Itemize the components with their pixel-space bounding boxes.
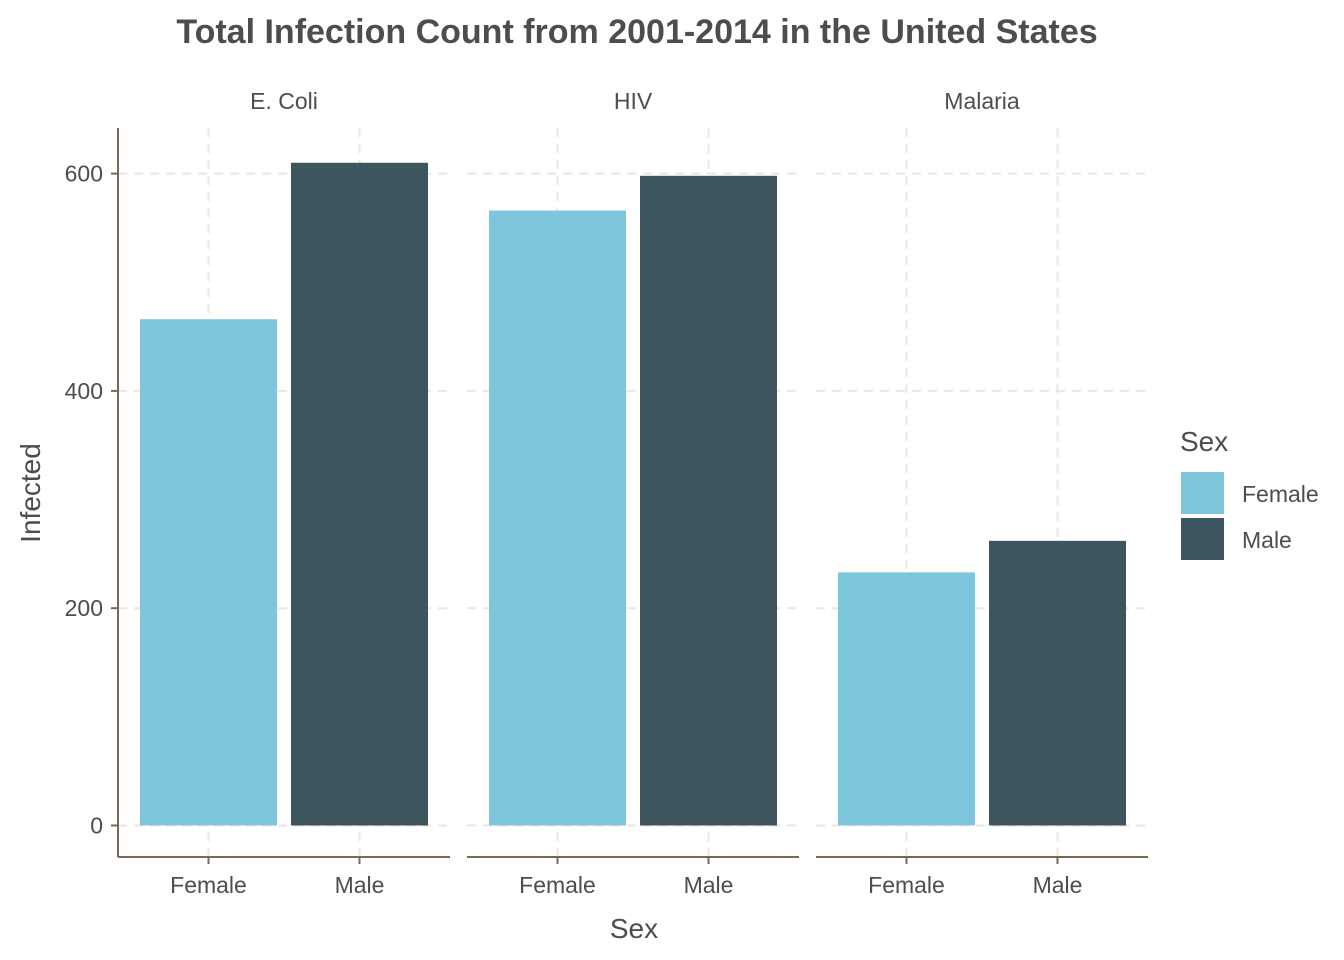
bar-female: [140, 319, 277, 826]
y-tick-label: 400: [65, 378, 103, 404]
facet-panel: HIV Female Male: [467, 88, 799, 898]
x-tick-label: Male: [335, 872, 385, 898]
legend: Sex Female Male: [1180, 426, 1319, 560]
legend-title: Sex: [1180, 426, 1228, 457]
facet-panel: E. Coli Female Male: [118, 88, 450, 898]
legend-label: Female: [1242, 481, 1319, 507]
bar-male: [640, 175, 777, 826]
x-axis-title: Sex: [610, 913, 658, 944]
y-tick-label: 600: [65, 161, 103, 187]
x-tick-label: Female: [170, 872, 247, 898]
y-axis-title: Infected: [15, 443, 46, 543]
y-axis: 0 200 400 600: [65, 128, 119, 857]
facet-strip-label: E. Coli: [250, 88, 318, 114]
chart-title: Total Infection Count from 2001-2014 in …: [176, 13, 1097, 51]
x-tick-label: Female: [519, 872, 596, 898]
facet-panel: Malaria Female Male: [816, 88, 1148, 898]
x-tick-label: Male: [1033, 872, 1083, 898]
facet-panels: E. Coli Female Male HIV Female Male Malaria Fem…: [65, 88, 1148, 898]
bar-male: [291, 162, 428, 826]
bar-male: [989, 540, 1126, 826]
legend-swatch-female: [1181, 472, 1224, 514]
facet-strip-label: Malaria: [944, 88, 1020, 114]
bar-female: [838, 572, 975, 826]
legend-label: Male: [1242, 527, 1292, 553]
bar-female: [489, 210, 626, 826]
y-tick-label: 0: [90, 812, 103, 838]
legend-swatch-male: [1181, 518, 1224, 560]
y-tick-label: 200: [65, 595, 103, 621]
facet-strip-label: HIV: [614, 88, 653, 114]
x-tick-label: Male: [684, 872, 734, 898]
x-tick-label: Female: [868, 872, 945, 898]
